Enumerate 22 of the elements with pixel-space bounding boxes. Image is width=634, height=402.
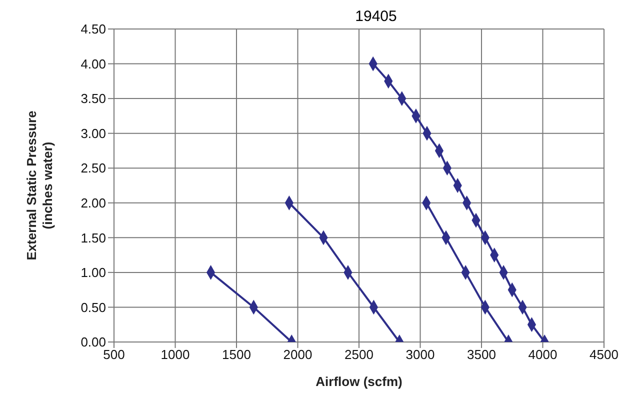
y-axis-title: External Static Pressure (inches water) xyxy=(24,110,55,260)
x-tick-label: 500 xyxy=(103,347,125,362)
x-tick-label: 2000 xyxy=(283,347,312,362)
x-tick-label: 3000 xyxy=(406,347,435,362)
x-tick-label: 4500 xyxy=(590,347,618,362)
y-tick-label: 0.00 xyxy=(80,334,106,350)
y-tick-label: 2.00 xyxy=(80,196,106,211)
chart-title: 19405 xyxy=(354,8,398,25)
x-tick-label: 3500 xyxy=(467,347,496,362)
y-tick-label: 4.00 xyxy=(80,56,106,72)
x-tick-label: 4000 xyxy=(528,347,558,362)
y-tick-label: 4.50 xyxy=(80,22,106,37)
y-tick-label: 1.00 xyxy=(80,265,106,280)
x-axis-title: Airflow (scfm) xyxy=(316,374,402,389)
x-tick-label: 2500 xyxy=(344,347,374,362)
y-tick-label: 3.50 xyxy=(80,91,106,106)
y-tick-label: 0.50 xyxy=(80,300,106,315)
y-tick-label: 1.50 xyxy=(80,230,106,246)
x-tick-label: 1500 xyxy=(222,347,251,362)
y-tick-label: 3.00 xyxy=(80,126,106,141)
x-tick-label: 1000 xyxy=(160,347,190,362)
y-tick-label: 2.50 xyxy=(80,160,106,176)
